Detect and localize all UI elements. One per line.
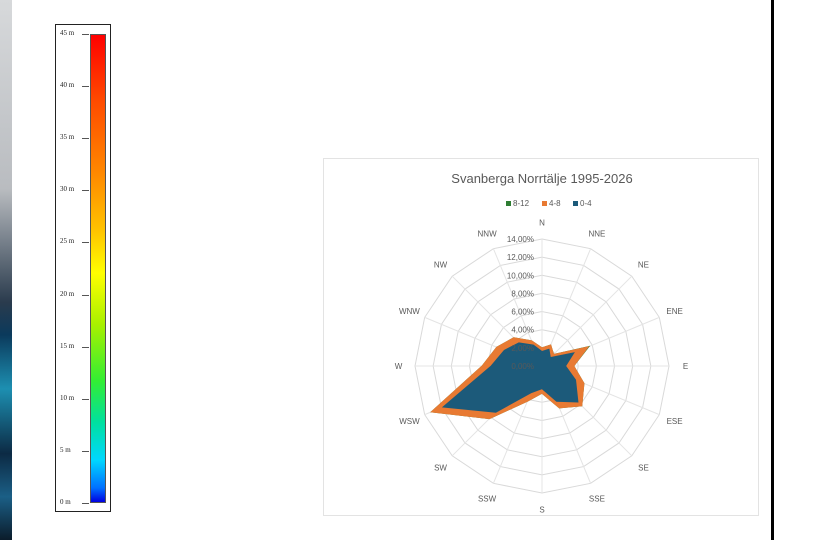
colorbar-tick-label: 45 m bbox=[60, 29, 75, 37]
colorbar-tick-label: 10 m bbox=[60, 393, 75, 402]
colorbar-tick-mark bbox=[82, 190, 89, 192]
radial-tick-label: 10,00% bbox=[507, 271, 534, 280]
direction-label: SSE bbox=[589, 495, 605, 504]
direction-label: NNE bbox=[588, 229, 605, 238]
legend-swatch bbox=[542, 201, 547, 206]
radial-tick-label: 4,00% bbox=[511, 326, 534, 335]
series-area-0-4 bbox=[441, 342, 579, 413]
colorbar-tick-label: 20 m bbox=[60, 289, 75, 298]
direction-label: ENE bbox=[666, 307, 682, 316]
colorbar-tick-label: 15 m bbox=[60, 341, 75, 350]
direction-label: WSW bbox=[399, 417, 420, 426]
wind-rose-chart-panel: Svanberga Norrtälje 1995-2026 8-12 4-8 0-4… bbox=[323, 158, 759, 516]
direction-label: NE bbox=[638, 261, 649, 270]
direction-label: WNW bbox=[399, 307, 420, 316]
direction-label: S bbox=[539, 506, 544, 515]
colorbar-tick-label: 40 m bbox=[60, 81, 75, 90]
colorbar-tick-mark bbox=[82, 398, 89, 400]
legend-swatch bbox=[506, 201, 511, 206]
legend-label: 8-12 bbox=[513, 199, 530, 208]
colorbar-tick-mark bbox=[82, 294, 89, 296]
colorbar-tick-mark bbox=[82, 346, 89, 348]
radial-tick-label: 8,00% bbox=[511, 289, 534, 298]
colorbar-gradient bbox=[90, 34, 106, 503]
direction-label: W bbox=[395, 362, 403, 371]
direction-label: SW bbox=[434, 463, 447, 472]
chart-legend: 8-12 4-8 0-4 bbox=[506, 199, 592, 208]
direction-label: NW bbox=[434, 261, 448, 270]
colorbar-tick-label: 30 m bbox=[60, 185, 75, 194]
background-right bbox=[772, 0, 828, 540]
direction-labels: N NNE NE ENE E ESE SE SSE S SSW SW WSW W WNW NW NNW bbox=[395, 218, 688, 514]
direction-label: ESE bbox=[667, 417, 683, 426]
colorbar-tick-mark bbox=[82, 450, 89, 452]
radial-tick-label: 14,00% bbox=[507, 235, 534, 244]
legend-label: 4-8 bbox=[549, 199, 561, 208]
colorbar-tick-mark bbox=[82, 503, 89, 504]
radial-tick-label: 2,00% bbox=[511, 344, 534, 353]
radial-tick-label: 12,00% bbox=[507, 253, 534, 262]
chart-title: Svanberga Norrtälje 1995-2026 bbox=[451, 171, 632, 186]
legend-label: 0-4 bbox=[580, 199, 592, 208]
colorbar-tick-label: 5 m bbox=[60, 445, 71, 454]
colorbar-tick-label: 35 m bbox=[60, 133, 75, 142]
colorbar-tick-mark bbox=[82, 138, 89, 140]
colorbar-tick-mark bbox=[82, 34, 89, 35]
radial-tick-label: 0,00% bbox=[511, 362, 534, 371]
radial-axis-labels: 0,00% 2,00% 4,00% 6,00% 8,00% 10,00% 12,00% 14,… bbox=[507, 235, 534, 371]
frame-border bbox=[771, 0, 774, 540]
direction-label: SSW bbox=[478, 495, 497, 504]
wind-rose-svg: Svanberga Norrtälje 1995-2026 8-12 4-8 0-4… bbox=[395, 171, 688, 515]
radar-series bbox=[430, 337, 591, 420]
colorbar-tick-mark bbox=[82, 86, 89, 88]
direction-label: SE bbox=[638, 463, 649, 472]
direction-label: E bbox=[683, 362, 688, 371]
direction-label: N bbox=[539, 218, 545, 227]
elevation-colorbar-legend: 45 m 40 m 35 m 30 m 25 m 20 m 15 m 10 m 5 m 0 m bbox=[55, 24, 111, 512]
colorbar-tick-label: 0 m bbox=[60, 498, 71, 506]
radar-spoke bbox=[541, 275, 633, 367]
radial-tick-label: 6,00% bbox=[511, 308, 534, 317]
colorbar-tick-label: 25 m bbox=[60, 237, 75, 246]
legend-swatch bbox=[573, 201, 578, 206]
direction-label: NNW bbox=[478, 229, 498, 238]
colorbar-tick-mark bbox=[82, 242, 89, 244]
background-image-left bbox=[0, 0, 12, 540]
